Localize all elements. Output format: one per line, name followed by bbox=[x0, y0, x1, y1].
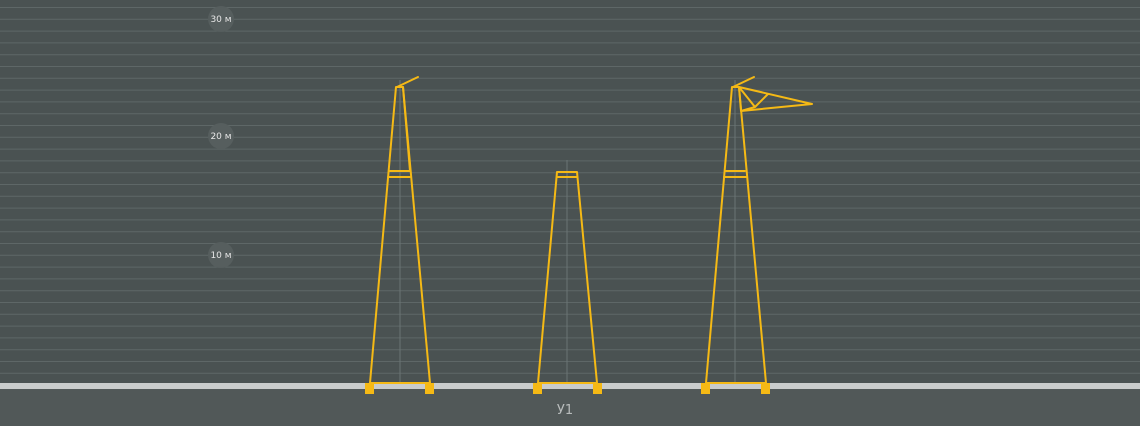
pylon-tall-right-crossbar bbox=[723, 170, 747, 178]
pylon-tall-right-crossarm bbox=[738, 86, 813, 112]
scale-label-30: 30 м bbox=[210, 15, 231, 25]
pylon-short-middle-foot-left bbox=[533, 383, 542, 394]
ground-line bbox=[0, 383, 1140, 389]
pylon-tall-right[interactable] bbox=[701, 76, 813, 394]
pylon-tall-left-foot-left bbox=[365, 383, 374, 394]
pylon-tall-left-body bbox=[369, 86, 431, 384]
pylon-short-middle[interactable] bbox=[533, 171, 602, 394]
lower-strip bbox=[0, 389, 1140, 426]
scale-marker-10: 10 м bbox=[208, 242, 234, 268]
pylon-tall-right-foot-left bbox=[701, 383, 710, 394]
scale-marker-30: 30 м bbox=[208, 6, 234, 32]
pylon-tall-right-body bbox=[705, 86, 767, 384]
pylon-tall-left-taper bbox=[402, 86, 411, 172]
pylon-tall-left-peak bbox=[396, 76, 419, 88]
pylon-tall-left-crossbar bbox=[387, 170, 411, 178]
scale-marker-20: 20 м bbox=[208, 123, 234, 149]
height-grid bbox=[0, 7, 1140, 374]
pylon-short-middle-foot-right bbox=[593, 383, 602, 394]
pylon-tall-right-peak bbox=[732, 76, 755, 88]
pylon-label: У1 bbox=[557, 403, 573, 418]
pylon-tall-right-foot-right bbox=[761, 383, 770, 394]
pylon-short-middle-body bbox=[537, 171, 598, 384]
pylon-tall-left-foot-right bbox=[425, 383, 434, 394]
scale-label-20: 20 м bbox=[210, 132, 231, 142]
scale-label-10: 10 м bbox=[210, 251, 231, 261]
pylon-tall-left[interactable] bbox=[365, 76, 434, 394]
